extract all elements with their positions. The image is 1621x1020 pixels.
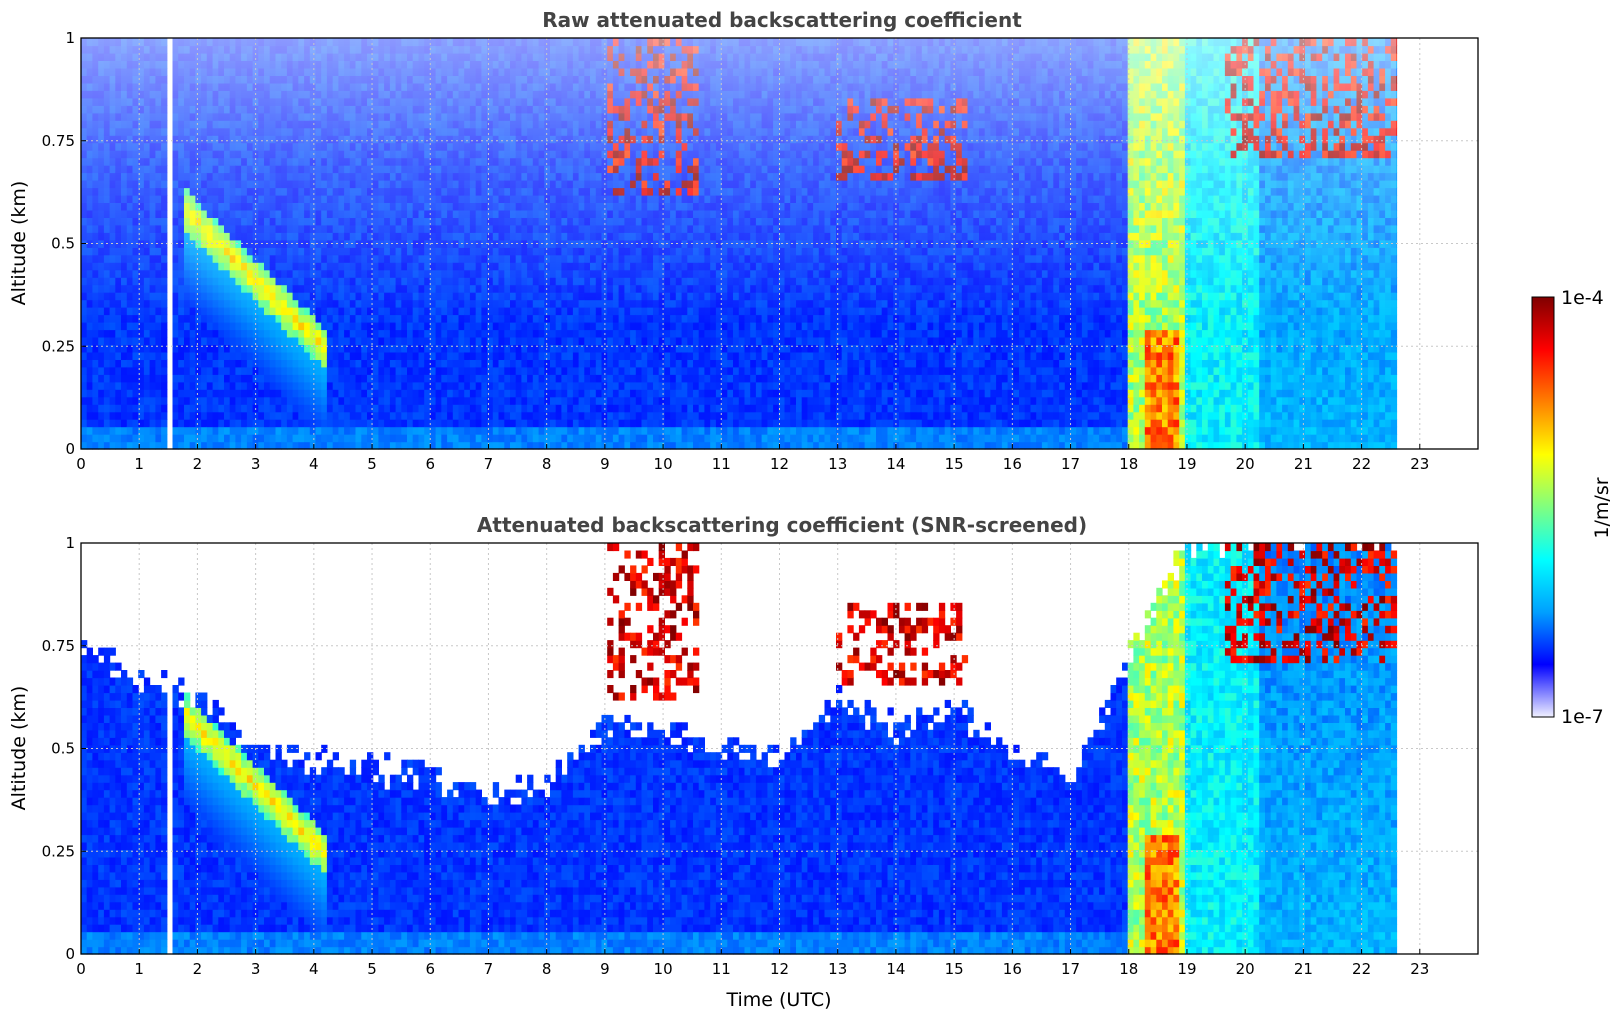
x-tick-label: 6	[425, 960, 435, 978]
x-tick-label: 3	[251, 455, 261, 473]
y-tick-label: 0.5	[51, 740, 75, 758]
colorbar-max-label: 1e-4	[1561, 287, 1604, 309]
x-tick-label: 10	[654, 960, 673, 978]
x-tick-label: 3	[251, 960, 261, 978]
x-tick-label: 12	[770, 455, 789, 473]
x-tick-label: 21	[1294, 960, 1313, 978]
x-tick-labels: 0 1 2 3 4 5 6 7 8 9 10 11 12 13 14 15 16 17 18 19 20 21 22 23	[76, 444, 1429, 473]
x-tick-label: 8	[542, 455, 552, 473]
y-tick-label: 0.25	[42, 337, 75, 355]
y-tick-label: 1	[65, 534, 75, 552]
x-tick-label: 2	[193, 960, 203, 978]
x-tick-label: 10	[654, 455, 673, 473]
y-tick-label: 0	[65, 945, 75, 963]
y-tick-label: 0.75	[42, 637, 75, 655]
y-tick-label: 0.5	[51, 235, 75, 253]
colorbar-min-label: 1e-7	[1561, 706, 1604, 728]
panel-title: Attenuated backscattering coefficient (S…	[477, 513, 1087, 537]
x-tick-label: 4	[309, 960, 319, 978]
x-tick-label: 5	[367, 960, 377, 978]
grid-lines	[80, 542, 1478, 955]
panel-title: Raw attenuated backscattering coefficien…	[542, 8, 1022, 32]
x-tick-label: 13	[828, 455, 847, 473]
x-tick-label: 0	[76, 960, 86, 978]
x-tick-label: 13	[828, 960, 847, 978]
y-tick-label: 0.25	[42, 842, 75, 860]
x-tick-label: 18	[1119, 455, 1138, 473]
x-axis-label: Time (UTC)	[725, 989, 831, 1011]
y-tick-labels: 0 0.25 0.5 0.75 1	[42, 29, 86, 458]
colorbar-unit-label: 1/m/sr	[1591, 477, 1613, 538]
y-tick-label: 0.75	[42, 132, 75, 150]
x-tick-label: 9	[600, 455, 610, 473]
x-tick-label: 0	[76, 455, 86, 473]
x-tick-label: 12	[770, 960, 789, 978]
x-tick-label: 18	[1119, 960, 1138, 978]
x-tick-label: 4	[309, 455, 319, 473]
y-axis-label: Altitude (km)	[8, 686, 30, 811]
x-tick-label: 20	[1236, 455, 1255, 473]
snr-screened-panel: Attenuated backscattering coefficient (S…	[8, 513, 1479, 1011]
x-tick-label: 16	[1003, 455, 1022, 473]
y-tick-label: 0	[65, 440, 75, 458]
heatmap-raster	[81, 38, 1398, 450]
x-tick-label: 20	[1236, 960, 1255, 978]
x-tick-label: 16	[1003, 960, 1022, 978]
x-tick-label: 22	[1352, 455, 1371, 473]
x-tick-label: 1	[134, 455, 144, 473]
x-tick-label: 15	[945, 455, 964, 473]
x-tick-label: 19	[1177, 455, 1196, 473]
y-tick-labels: 0 0.25 0.5 0.75 1	[42, 534, 86, 963]
x-tick-label: 23	[1410, 455, 1429, 473]
colorbar-gradient	[1531, 296, 1555, 718]
x-tick-label: 2	[193, 455, 203, 473]
x-tick-label: 15	[945, 960, 964, 978]
x-tick-label: 1	[134, 960, 144, 978]
x-tick-label: 8	[542, 960, 552, 978]
x-tick-label: 17	[1061, 455, 1080, 473]
grid-lines	[80, 37, 1478, 450]
y-tick-label: 1	[65, 29, 75, 47]
x-tick-labels: 0 1 2 3 4 5 6 7 8 9 10 11 12 13 14 15 16 17 18 19 20 21 22 23	[76, 949, 1429, 978]
x-tick-label: 19	[1177, 960, 1196, 978]
colorbar: 1e-4 1e-7 1/m/sr	[1531, 287, 1613, 728]
x-tick-label: 6	[425, 455, 435, 473]
x-tick-label: 11	[712, 960, 731, 978]
raw-backscatter-panel: Raw attenuated backscattering coefficien…	[8, 8, 1479, 473]
x-tick-label: 17	[1061, 960, 1080, 978]
x-tick-label: 21	[1294, 455, 1313, 473]
x-tick-label: 7	[484, 455, 494, 473]
x-tick-label: 14	[886, 960, 905, 978]
x-tick-label: 5	[367, 455, 377, 473]
y-axis-label: Altitude (km)	[8, 181, 30, 306]
x-tick-label: 9	[600, 960, 610, 978]
x-tick-label: 23	[1410, 960, 1429, 978]
x-tick-label: 22	[1352, 960, 1371, 978]
heatmap-raster	[81, 543, 1398, 955]
x-tick-label: 14	[886, 455, 905, 473]
x-tick-label: 11	[712, 455, 731, 473]
x-tick-label: 7	[484, 960, 494, 978]
